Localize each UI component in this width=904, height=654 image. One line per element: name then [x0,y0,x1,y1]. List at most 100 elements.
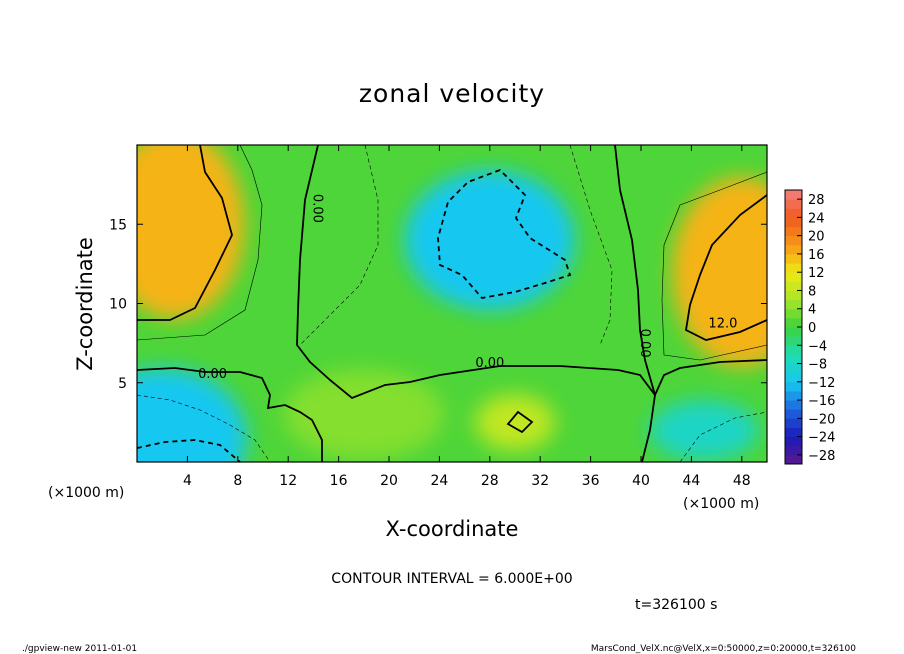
x-unit-right: (×1000 m) [683,496,759,512]
colorbar-segment [785,327,802,337]
x-tick-label: 44 [682,473,700,489]
contour-lines [137,145,767,462]
colorbar-segment [785,336,802,346]
colorbar-tick-label: 28 [808,193,825,208]
colorbar-segment [785,308,802,319]
contour-label: 0.00 [637,329,652,358]
colorbar-segment [785,427,802,438]
contour-zero-mid [296,145,767,400]
field-blob [137,145,245,320]
colorbar-tick-label: 24 [808,211,825,226]
colorbar-tick-label: 8 [808,284,816,299]
field-blob [475,394,555,451]
x-tick-label: 36 [582,473,600,489]
colorbar-tick-label: 20 [808,230,825,245]
x-tick-label: 32 [531,473,549,489]
time-label: t=326100 s [635,597,717,613]
x-axis-label: X-coordinate [386,517,519,541]
x-tick-label: 4 [183,473,192,489]
colorbar-segment [785,208,802,218]
colorbar-tick-label: −20 [808,412,835,427]
contour-labels: 0.00 0.00 0.00 0.00 12.0 [198,194,737,382]
contour-thin-right [661,171,767,361]
y-axis-label: Z-coordinate [73,237,97,371]
footer-right: MarsCond_VelX.nc@VelX,x=0:50000,z=0:2000… [591,644,856,654]
colorbar-segment [785,317,802,328]
field-blob [283,369,444,460]
contour-twelve-right [685,194,767,341]
contour-warm-bottom [506,410,534,434]
colorbar-segment [785,235,802,246]
colorbar-segment [785,400,802,410]
colorbar-segment [785,290,802,301]
x-tick-label: 40 [632,473,650,489]
field-blobs [137,145,767,462]
colorbar-segment [785,354,802,365]
footer-left: ./gpview-new 2011-01-01 [22,644,137,654]
colorbar-segment [785,190,802,200]
chart-title: zonal velocity [359,79,545,108]
colorbar-segment [785,445,802,456]
contour-zero-right [614,145,656,462]
colorbar-tick-label: −16 [808,394,835,409]
colorbar-segment [785,409,802,419]
colorbar-segment [785,418,802,428]
x-tick-label: 12 [279,473,297,489]
colorbar-tick-label: −28 [808,449,835,464]
contour-thin-left [137,145,263,341]
contour-zero-vertical [137,367,323,462]
x-tick-label: 8 [233,473,242,489]
contour-label: 0.00 [475,356,504,371]
x-axis-ticks: 4 8 12 16 20 24 28 32 36 40 44 48 [183,145,751,489]
contour-neg12-bottom-left [137,439,241,462]
field-blob [671,176,767,367]
contour-neg12-blob [437,168,572,299]
colorbar-segment [785,272,802,282]
colorbar: 28 24 20 16 12 8 4 0 −4 −8 −12 −16 −20 −24 −28 [784,189,835,465]
colorbar-tick-label: 12 [808,266,825,281]
contour-neg6-bottom-right [679,411,767,462]
contour-label: 0.00 [198,367,227,382]
colorbar-segment [785,263,802,273]
x-tick-label: 48 [733,473,751,489]
contour-label: 0.00 [309,194,324,223]
colorbar-segment [785,299,802,310]
colorbar-segment [785,454,802,465]
colorbar-tick-label: −12 [808,376,835,391]
x-unit-left: (×1000 m) [48,485,124,501]
colorbar-segment [785,390,802,401]
contour-label: 12.0 [708,316,737,331]
y-tick-label: 15 [109,217,127,233]
colorbar-segment [785,244,802,255]
field-blob [404,170,575,311]
colorbar-tick-label: −4 [808,339,827,354]
plot-area: 0.00 0.00 0.00 0.00 12.0 [137,145,767,462]
colorbar-segment [785,217,802,228]
field-blob [137,368,248,462]
y-tick-label: 5 [118,376,127,392]
colorbar-segment [785,281,802,291]
colorbar-segment [785,363,802,374]
colorbar-segment [785,381,802,392]
colorbar-segment [785,253,802,264]
field-blob [649,400,759,461]
colorbar-segment [785,436,802,447]
colorbar-segment [785,199,802,209]
colorbar-tick-label: −24 [808,431,835,446]
colorbar-segment [785,372,802,383]
colorbar-tick-label: 0 [808,321,816,336]
contour-interval-text: CONTOUR INTERVAL = 6.000E+00 [331,571,572,587]
colorbar-segment [785,345,802,355]
y-axis-ticks: 5 10 15 [109,217,767,392]
x-tick-label: 20 [380,473,398,489]
x-tick-label: 28 [481,473,499,489]
x-tick-label: 16 [330,473,348,489]
colorbar-tick-label: 16 [808,248,825,263]
contour-neg6-lower [569,145,613,346]
x-tick-label: 24 [430,473,448,489]
colorbar-tick-label: −8 [808,358,827,373]
contour-zero-left [137,145,233,321]
colorbar-tick-label: 4 [808,303,816,318]
colorbar-segment [785,226,802,237]
